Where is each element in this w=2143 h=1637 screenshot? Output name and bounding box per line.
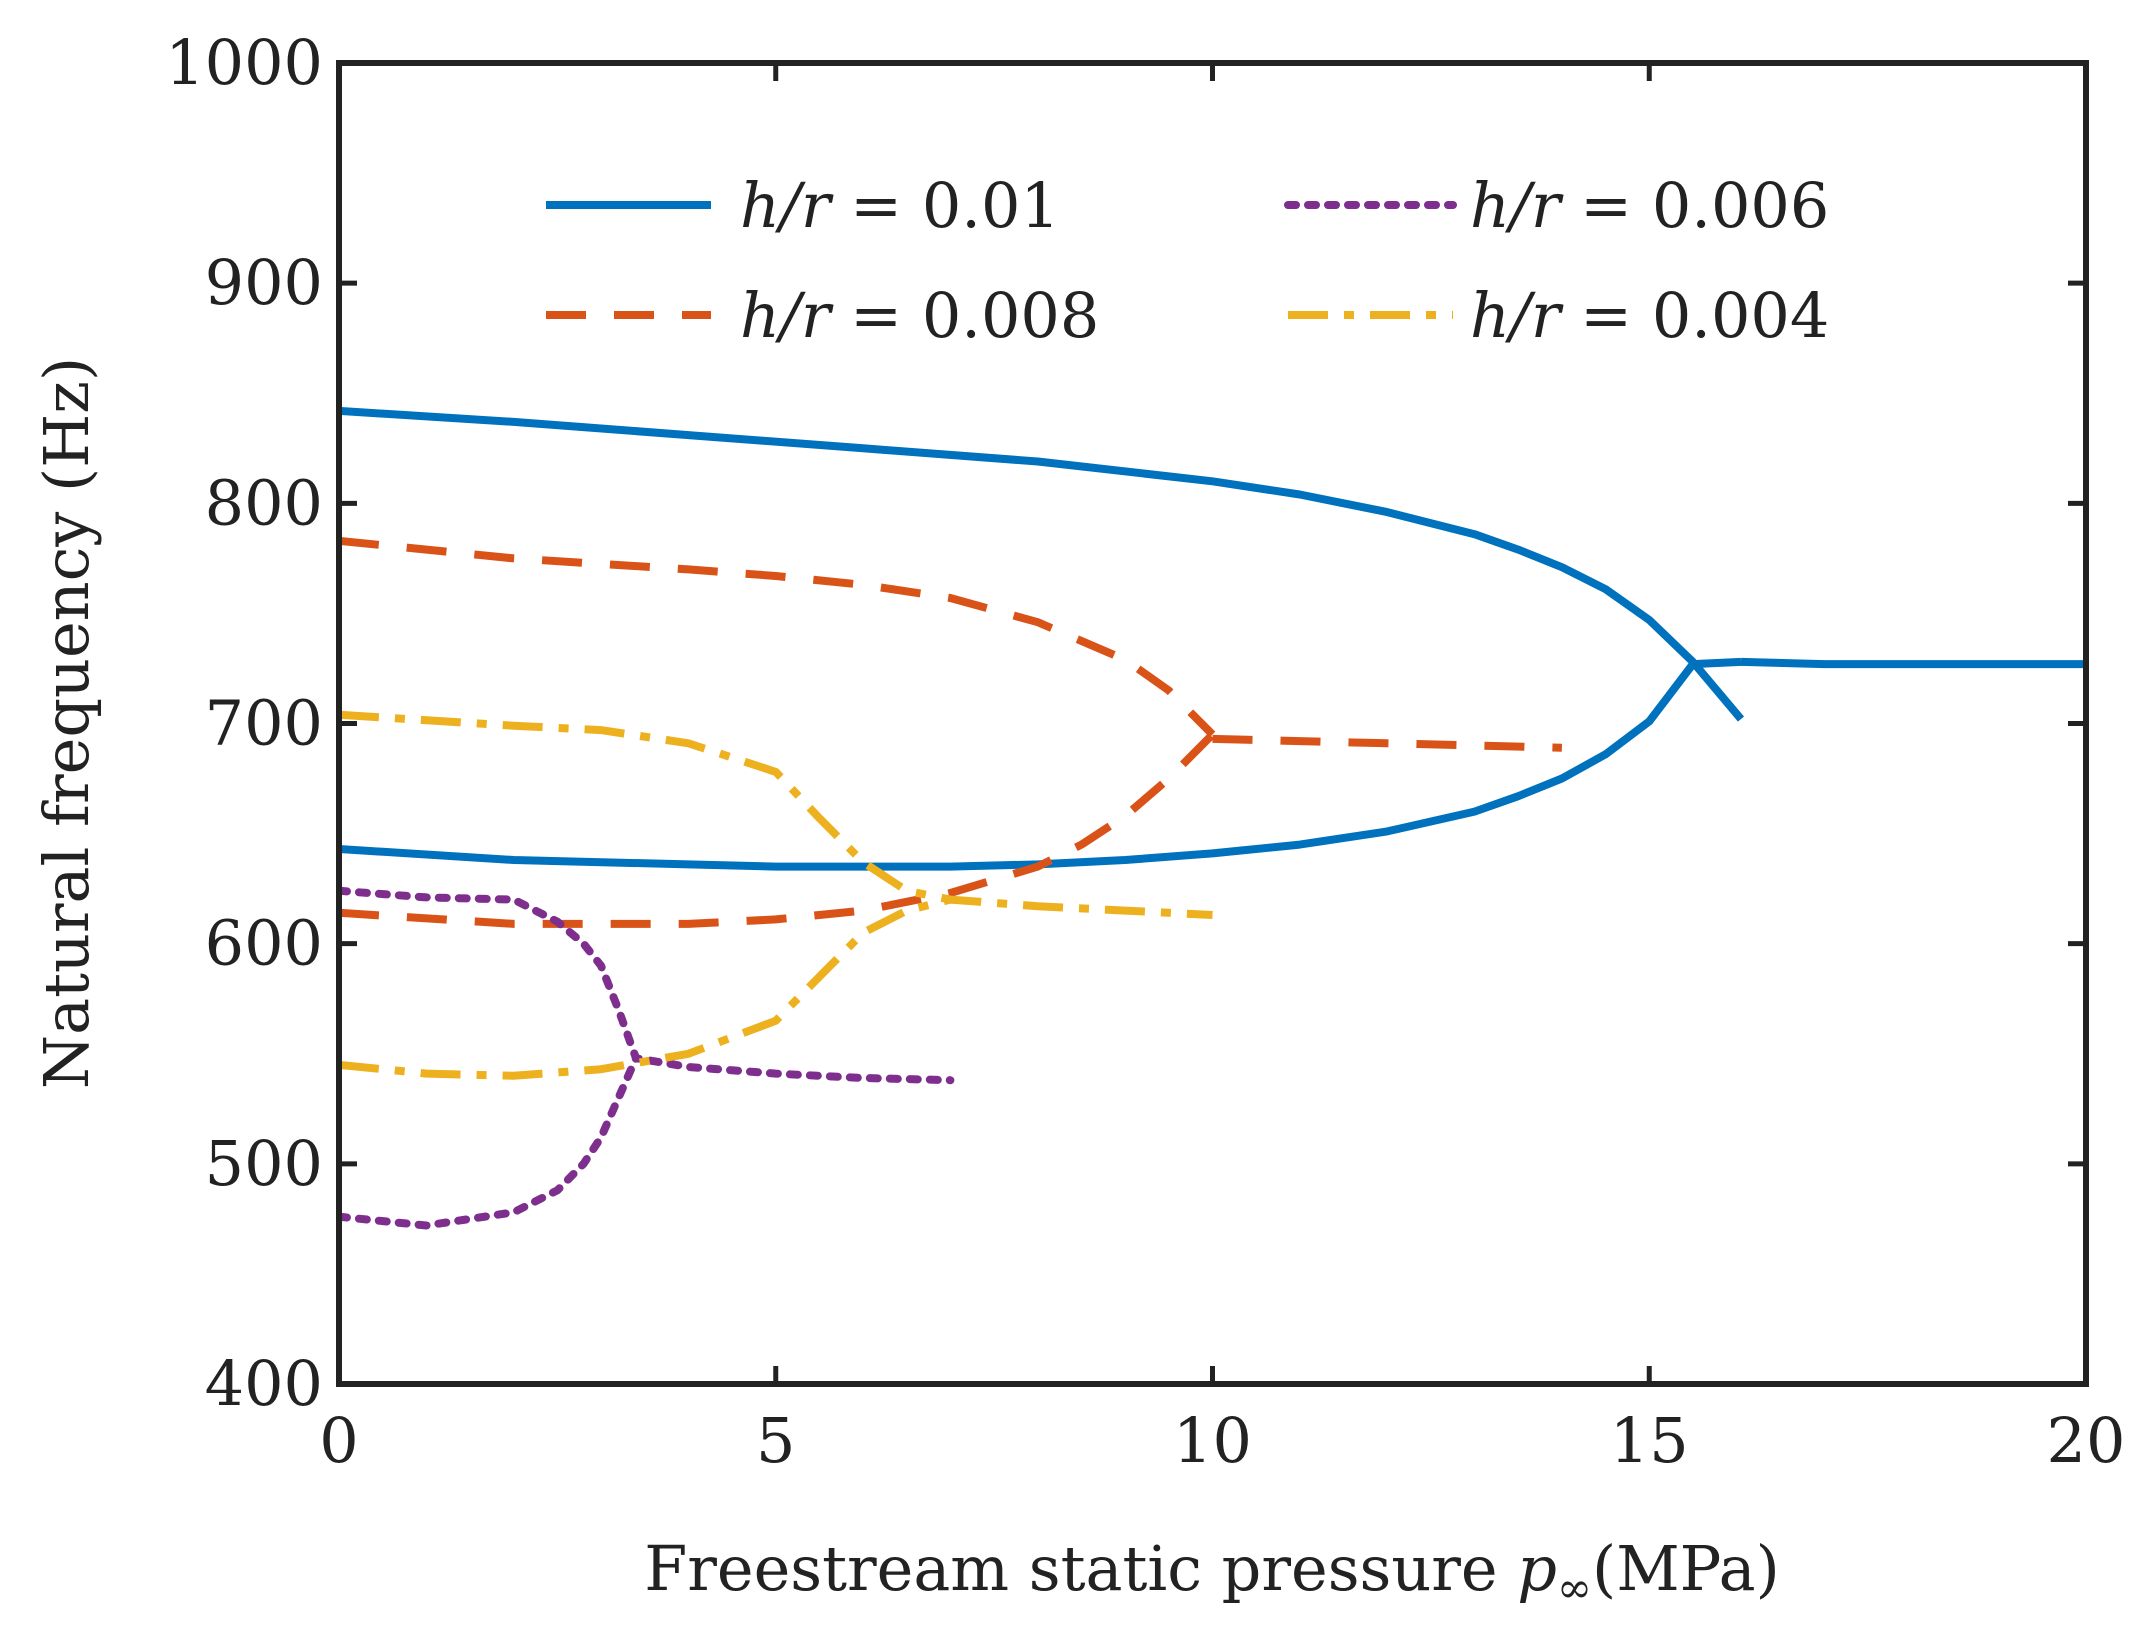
y-tick-label-1: 500 [205,1127,323,1200]
x-axis-label-subscript: ∞ [1557,1563,1592,1612]
y-axis-label: Natural frequency (Hz) [30,357,103,1089]
series-1-line-1 [339,731,1216,928]
x-axis-label-text: Freestream static pressure [644,1532,1517,1605]
legend-value-3: = 0.004 [1560,279,1829,352]
series-1-line-2 [1212,734,1563,752]
y-tick-label-4: 800 [205,466,323,539]
series-0-line-2 [1740,657,2086,669]
legend-label-0: h/r = 0.01 [740,169,1060,242]
y-tick-label-2: 600 [205,907,323,980]
series-3-line-1 [339,895,952,1080]
legend-label-1: h/r = 0.008 [740,279,1099,352]
legend-value-2: = 0.006 [1560,169,1829,242]
series-1-line-0 [339,536,1216,738]
series-layer [339,406,2086,1230]
series-2-line-0 [339,886,955,1085]
y-tick-label-5: 900 [205,246,323,319]
legend-symbol-1: h/r [740,279,834,352]
series-3-line-0 [339,710,1213,919]
legend-value-0: = 0.01 [830,169,1059,242]
y-tick-label-6: 1000 [165,26,323,99]
x-tick-label-2: 10 [1173,1404,1252,1477]
series-0-line-0 [339,406,1745,722]
x-tick-label-3: 15 [1610,1404,1689,1477]
legend-symbol-0: h/r [740,169,834,242]
x-tick-label-1: 5 [756,1404,795,1477]
series-0-line-1 [339,657,1742,871]
legend-symbol-3: h/r [1470,279,1564,352]
y-tick-label-3: 700 [205,687,323,760]
x-axis-label-unit: (MPa) [1592,1532,1780,1605]
x-tick-label-4: 20 [2047,1404,2126,1477]
x-axis-label-symbol: p [1517,1532,1557,1605]
legend-value-1: = 0.008 [830,279,1099,352]
legend-symbol-2: h/r [1470,169,1564,242]
x-tick-label-0: 0 [319,1404,358,1477]
legend-label-2: h/r = 0.006 [1470,169,1829,242]
y-tick-label-0: 400 [205,1347,323,1420]
series-2-line-1 [339,1054,640,1230]
x-axis-label: Freestream static pressure p∞(MPa) [644,1532,1780,1612]
tick-layer: 0 5 10 15 20 400 500 600 700 800 900 1000 [165,26,2125,1477]
legend-label-3: h/r = 0.004 [1470,279,1829,352]
